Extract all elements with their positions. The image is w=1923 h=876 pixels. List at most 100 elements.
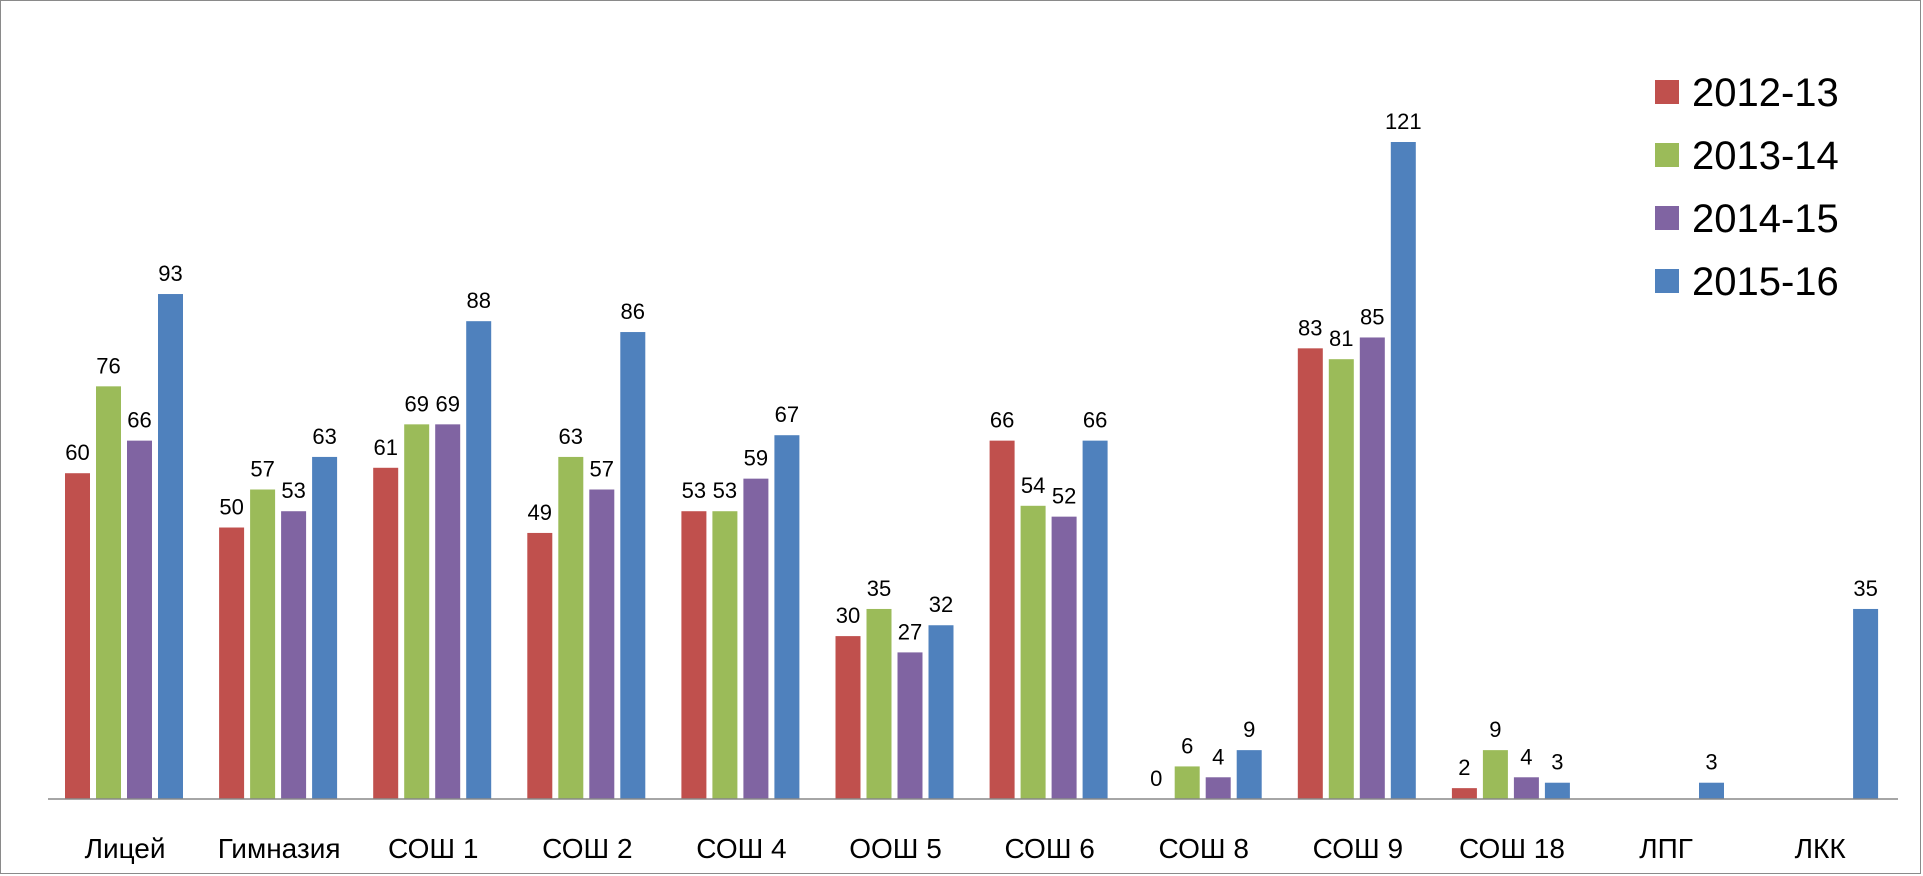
- category-label: ЛКК: [1795, 833, 1847, 864]
- bar-2014-15-лицей: [127, 440, 152, 799]
- value-label: 27: [898, 619, 922, 644]
- bar-2013-14-лицей: [96, 386, 121, 799]
- category-label: СОШ 1: [388, 833, 478, 864]
- bar-2012-13-лицей: [65, 473, 90, 799]
- bar-2013-14-сош-2: [558, 456, 584, 799]
- bar-2014-15-сош-6: [1051, 516, 1077, 799]
- value-label: 81: [1329, 326, 1353, 351]
- value-label: 35: [1853, 576, 1877, 601]
- value-label: 59: [744, 446, 768, 471]
- bar-2015-16-сош-9: [1390, 142, 1416, 799]
- bar-2013-14-сош-1: [404, 424, 430, 799]
- legend-label: 2012-13: [1692, 71, 1839, 115]
- value-label: 69: [435, 391, 459, 416]
- bar-2013-14-гимназия: [250, 489, 276, 799]
- value-label: 6: [1181, 733, 1193, 758]
- value-label: 52: [1052, 484, 1076, 509]
- bar-2013-14-сош-6: [1020, 505, 1046, 799]
- value-label: 53: [713, 478, 737, 503]
- bar-2015-16-лицей: [158, 294, 183, 799]
- value-label: 49: [528, 500, 552, 525]
- value-label: 50: [219, 495, 243, 520]
- value-label: 86: [621, 299, 645, 324]
- category-label: ООШ 5: [849, 833, 942, 864]
- category-label: СОШ 18: [1459, 833, 1565, 864]
- category-label: СОШ 8: [1159, 833, 1249, 864]
- legend-swatch: [1655, 206, 1679, 230]
- bar-2012-13-сош-2: [527, 532, 553, 799]
- value-label: 9: [1243, 717, 1255, 742]
- value-label: 2: [1458, 755, 1470, 780]
- value-label: 85: [1360, 304, 1384, 329]
- bar-2012-13-гимназия: [219, 527, 245, 799]
- value-label: 57: [250, 457, 274, 482]
- value-label: 66: [990, 408, 1014, 433]
- bar-2015-16-сош-2: [620, 332, 646, 799]
- value-label: 63: [559, 424, 583, 449]
- value-label: 83: [1298, 315, 1322, 340]
- value-label: 0: [1150, 766, 1162, 791]
- legend-label: 2015-16: [1692, 260, 1839, 304]
- legend: 2012-13 2013-14 2014-15 2015-16: [1655, 71, 1839, 304]
- bar-2013-14-оош-5: [866, 608, 892, 799]
- bar-2012-13-сош-1: [373, 467, 399, 799]
- bar-2015-16-гимназия: [312, 456, 338, 799]
- value-label: 76: [96, 353, 120, 378]
- bar-2015-16-оош-5: [928, 625, 954, 799]
- bar-2014-15-оош-5: [897, 652, 923, 799]
- legend-swatch: [1655, 143, 1679, 167]
- category-label: Гимназия: [218, 833, 341, 864]
- value-label: 35: [867, 576, 891, 601]
- value-label: 53: [682, 478, 706, 503]
- bar-2014-15-гимназия: [281, 511, 307, 799]
- bar-2012-13-сош-18: [1451, 788, 1477, 799]
- value-label: 61: [373, 435, 397, 460]
- bar-2013-14-сош-4: [712, 511, 738, 799]
- category-label: ЛПГ: [1639, 833, 1693, 864]
- value-label: 60: [65, 440, 89, 465]
- value-label: 4: [1212, 744, 1224, 769]
- value-label: 53: [281, 478, 305, 503]
- bar-2015-16-лпг: [1699, 782, 1724, 799]
- bar-2012-13-оош-5: [835, 636, 861, 799]
- bar-2012-13-сош-9: [1297, 348, 1323, 799]
- bar-2014-15-сош-18: [1513, 777, 1539, 799]
- category-label: СОШ 6: [1004, 833, 1094, 864]
- bar-2015-16-сош-6: [1082, 440, 1108, 799]
- legend-label: 2014-15: [1692, 197, 1839, 241]
- category-label: СОШ 4: [696, 833, 786, 864]
- value-label: 63: [312, 424, 336, 449]
- bar-2013-14-сош-9: [1328, 359, 1354, 799]
- bar-2015-16-сош-4: [774, 435, 800, 799]
- value-label: 67: [775, 402, 799, 427]
- value-label: 66: [1083, 408, 1107, 433]
- category-label: СОШ 2: [542, 833, 632, 864]
- bar-2013-14-сош-18: [1482, 750, 1508, 799]
- value-label: 30: [836, 603, 860, 628]
- value-label: 88: [466, 288, 490, 313]
- bar-2014-15-сош-2: [589, 489, 615, 799]
- bar-2014-15-сош-1: [435, 424, 461, 799]
- bar-2015-16-сош-18: [1544, 782, 1570, 799]
- value-label: 4: [1520, 744, 1532, 769]
- value-label: 57: [590, 457, 614, 482]
- bar-2014-15-сош-8: [1205, 777, 1231, 799]
- bar-2012-13-сош-4: [681, 511, 707, 799]
- bars-layer: [65, 142, 1879, 799]
- legend-swatch: [1655, 80, 1679, 104]
- bar-2015-16-сош-8: [1236, 750, 1262, 799]
- value-label: 3: [1705, 750, 1717, 775]
- bar-2015-16-лкк: [1853, 608, 1879, 799]
- bar-2015-16-сош-1: [466, 321, 492, 799]
- bar-2014-15-сош-4: [743, 478, 769, 799]
- legend-swatch: [1655, 269, 1679, 293]
- bar-2012-13-сош-6: [989, 440, 1015, 799]
- legend-label: 2013-14: [1692, 134, 1839, 178]
- value-label: 121: [1385, 109, 1422, 134]
- value-label: 66: [127, 408, 151, 433]
- category-label: Лицей: [85, 833, 166, 864]
- value-label: 32: [929, 592, 953, 617]
